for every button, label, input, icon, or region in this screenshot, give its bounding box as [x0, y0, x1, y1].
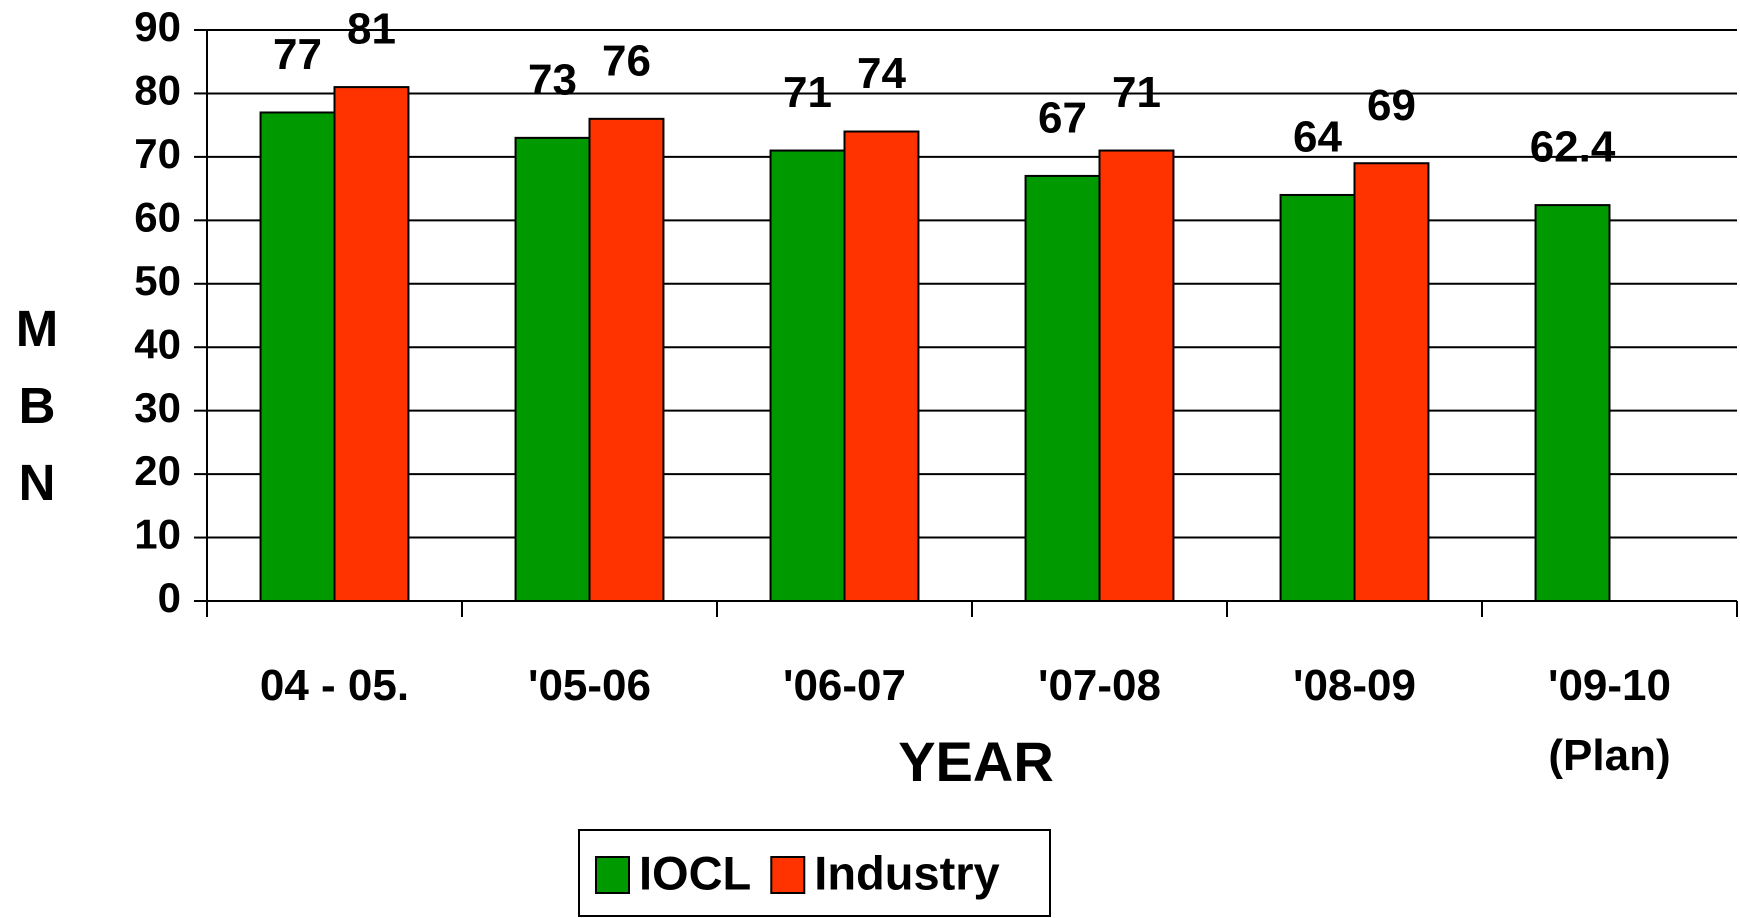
value-label: 71 [783, 68, 832, 117]
y-tick-label: 60 [134, 193, 181, 240]
bar [769, 149, 846, 603]
value-label: 77 [273, 30, 322, 79]
x-tick-label: '08-09 [1293, 661, 1416, 710]
legend-swatch [595, 856, 630, 894]
value-label: 71 [1112, 68, 1161, 117]
value-label: 64 [1293, 113, 1342, 162]
bar [843, 130, 920, 602]
x-tick-label: '06-07 [783, 661, 906, 710]
value-label: 73 [528, 55, 577, 104]
value-label: 62.4 [1530, 123, 1616, 172]
bar [1279, 193, 1356, 602]
value-label: 74 [857, 49, 906, 98]
value-label: 69 [1367, 81, 1416, 130]
x-tick-label: 04 - 05. [260, 661, 409, 710]
y-tick-label: 80 [134, 67, 181, 114]
x-tick-label: '09-10 (Plan) [1548, 661, 1671, 780]
value-label: 67 [1038, 94, 1087, 143]
y-tick-label: 40 [134, 320, 181, 367]
y-tick-label: 10 [134, 511, 181, 558]
x-tick-label: '05-06 [528, 661, 651, 710]
legend-box [578, 829, 1051, 917]
legend-swatch [770, 856, 806, 894]
y-tick-label: 20 [134, 447, 181, 494]
y-tick-label: 30 [134, 384, 181, 431]
bar [1534, 204, 1611, 603]
legend-label: IOCL [639, 846, 751, 899]
value-label: 76 [602, 36, 651, 85]
bar [333, 86, 410, 603]
bar [588, 117, 665, 602]
legend-label: Industry [814, 846, 999, 899]
y-tick-label: 50 [134, 257, 181, 304]
x-axis-label: YEAR [898, 730, 1054, 793]
bar [1353, 162, 1430, 602]
y-tick-label: 70 [134, 130, 181, 177]
bar [259, 111, 336, 602]
bar [1098, 149, 1175, 603]
bar [514, 136, 591, 602]
value-label: 81 [347, 5, 396, 54]
x-tick-label: '07-08 [1038, 661, 1161, 710]
bar [1024, 174, 1101, 603]
y-tick-label: 0 [158, 574, 181, 621]
y-tick-label: 90 [134, 3, 181, 50]
